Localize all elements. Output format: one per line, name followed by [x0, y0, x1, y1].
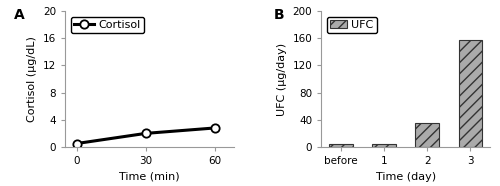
Cortisol — [74, 142, 80, 145]
Y-axis label: UFC (μg/day): UFC (μg/day) — [277, 42, 287, 116]
Legend: Cortisol: Cortisol — [70, 17, 144, 33]
X-axis label: Time (min): Time (min) — [119, 171, 180, 182]
Bar — [329, 144, 353, 147]
Bar — [372, 144, 396, 147]
Bar — [416, 123, 439, 147]
Cortisol — [212, 127, 218, 129]
Legend: UFC: UFC — [327, 17, 377, 33]
Cortisol — [143, 132, 149, 134]
Text: A: A — [14, 8, 25, 23]
Line: Cortisol: Cortisol — [72, 124, 220, 148]
Y-axis label: Cortisol (μg/dL): Cortisol (μg/dL) — [27, 36, 37, 122]
X-axis label: Time (day): Time (day) — [376, 171, 436, 182]
Text: B: B — [274, 8, 285, 23]
Bar — [458, 40, 482, 147]
